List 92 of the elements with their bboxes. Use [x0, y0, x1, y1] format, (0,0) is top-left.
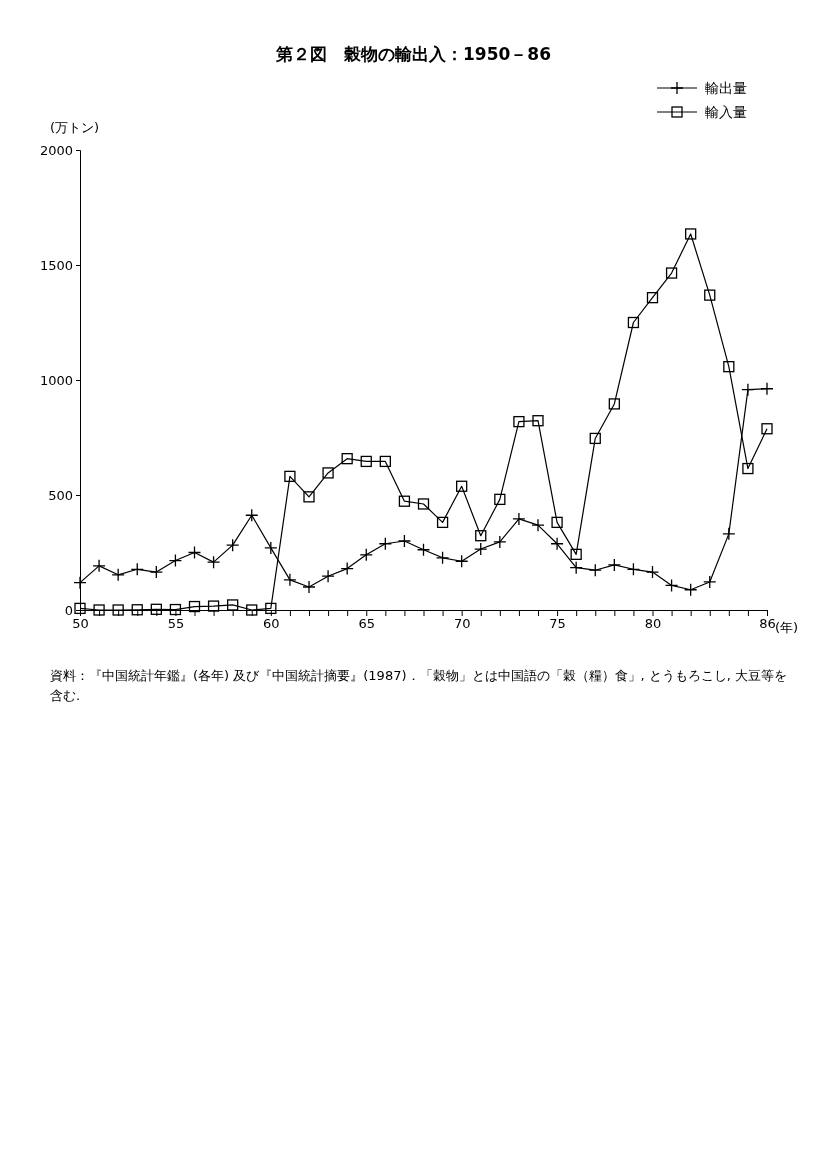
x-tick-label: 70 — [453, 616, 471, 632]
point — [570, 548, 582, 560]
x-axis-title: (年) — [775, 620, 799, 635]
x-tick-label: 86 — [759, 616, 776, 632]
point — [494, 493, 506, 506]
point — [131, 604, 143, 616]
x-tick-label: 60 — [263, 616, 280, 632]
point — [168, 553, 183, 568]
point — [703, 575, 717, 589]
point — [207, 600, 220, 612]
point — [245, 508, 259, 522]
y-tick-label: 1500 — [39, 257, 73, 273]
point — [531, 518, 545, 532]
point — [532, 415, 544, 427]
point — [111, 568, 125, 582]
point — [130, 562, 144, 576]
point — [322, 467, 334, 479]
point — [608, 398, 620, 410]
point — [359, 548, 373, 562]
point — [360, 455, 372, 468]
point — [626, 562, 641, 576]
point — [664, 578, 679, 593]
point — [436, 516, 449, 529]
point — [493, 535, 507, 549]
point — [588, 563, 602, 577]
point — [149, 565, 163, 579]
point — [283, 573, 297, 587]
point — [645, 565, 660, 579]
point — [761, 423, 773, 435]
point — [569, 561, 583, 575]
point — [646, 292, 659, 304]
point — [722, 527, 736, 541]
point — [704, 289, 716, 301]
point — [74, 602, 86, 615]
y-tick-label: 0 — [64, 602, 73, 618]
point — [226, 538, 240, 552]
chart-title: 第２図 穀物の輸出入：1950－86 — [275, 44, 551, 64]
point — [723, 361, 735, 373]
point — [742, 462, 754, 475]
point — [169, 603, 182, 616]
point — [684, 583, 698, 597]
point — [456, 480, 468, 492]
point — [302, 580, 316, 594]
point — [551, 516, 563, 529]
point — [512, 512, 526, 526]
point — [246, 604, 258, 616]
point — [435, 551, 450, 565]
point — [417, 498, 430, 510]
y-tick-label: 2000 — [39, 142, 73, 158]
x-tick-label: 55 — [167, 616, 185, 632]
legend-label: 輸出量 — [705, 80, 747, 96]
x-tick-label: 65 — [358, 616, 376, 632]
y-axis-title: (万トン) — [50, 120, 100, 135]
point — [607, 558, 621, 572]
point — [206, 555, 221, 569]
point — [284, 470, 296, 483]
legend-label: 輸入量 — [705, 104, 747, 120]
point — [398, 495, 411, 507]
point — [303, 491, 315, 503]
point — [665, 267, 678, 279]
point — [264, 541, 278, 555]
point — [589, 432, 601, 445]
point — [416, 543, 431, 557]
point — [397, 534, 412, 548]
x-tick-label: 75 — [549, 616, 566, 632]
text: 資料：『中国統計年鑑』(各年) 及び『中国統計摘要』(1987)．「穀物」とは中国語の「穀（糧）食」, とうもろこし, 大豆等を含む. — [50, 668, 788, 703]
point — [474, 542, 488, 556]
point — [188, 600, 201, 613]
point — [760, 382, 774, 396]
point — [378, 537, 392, 551]
point — [475, 530, 487, 542]
point — [379, 455, 391, 468]
x-tick-label: 50 — [72, 616, 89, 632]
point — [92, 559, 106, 573]
point — [513, 415, 525, 428]
x-tick-label: 80 — [644, 616, 662, 632]
point — [112, 604, 124, 616]
point — [265, 602, 277, 615]
point — [227, 599, 239, 611]
point — [150, 603, 162, 615]
point — [455, 554, 469, 568]
point — [187, 545, 202, 560]
point — [341, 453, 353, 465]
point — [321, 569, 335, 583]
point — [741, 383, 755, 397]
point — [685, 228, 697, 240]
point — [550, 537, 564, 551]
point — [627, 316, 640, 329]
y-tick-label: 500 — [48, 487, 73, 503]
point — [93, 604, 105, 616]
y-tick-label: 1000 — [39, 372, 73, 388]
point — [340, 561, 354, 576]
